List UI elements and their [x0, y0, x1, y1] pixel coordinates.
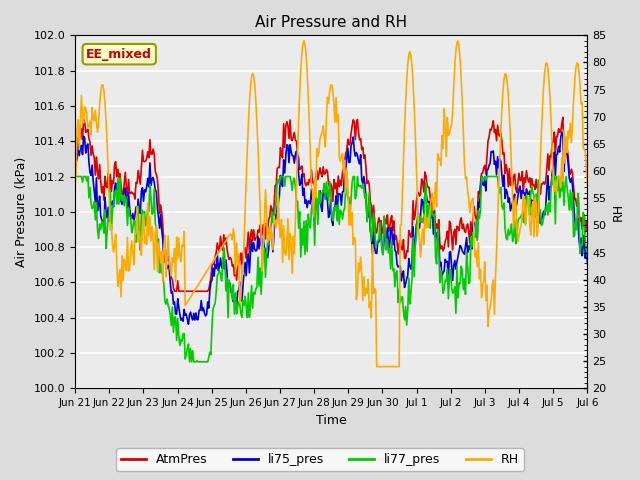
Line: li75_pres: li75_pres	[75, 132, 588, 324]
li77_pres	[71, 174, 79, 180]
RH	[300, 38, 308, 44]
AtmPres	[232, 264, 239, 269]
li75_pres	[289, 153, 296, 158]
AtmPres	[289, 138, 296, 144]
X-axis label: Time: Time	[316, 414, 347, 427]
li77_pres	[186, 359, 193, 365]
li77_pres	[383, 237, 391, 243]
Legend: AtmPres, li75_pres, li77_pres, RH: AtmPres, li75_pres, li77_pres, RH	[116, 448, 524, 471]
Line: li77_pres: li77_pres	[75, 177, 588, 362]
li75_pres	[558, 129, 566, 135]
li75_pres	[584, 261, 591, 267]
Line: RH: RH	[75, 41, 588, 367]
RH	[359, 298, 367, 303]
RH	[287, 241, 295, 247]
li75_pres	[538, 217, 545, 223]
li75_pres	[184, 321, 192, 327]
AtmPres	[538, 181, 545, 187]
AtmPres	[359, 144, 367, 150]
RH	[450, 83, 458, 89]
AtmPres	[559, 114, 566, 120]
AtmPres	[383, 212, 391, 218]
AtmPres	[71, 143, 79, 148]
li77_pres	[232, 290, 239, 296]
li77_pres	[538, 223, 545, 228]
Line: AtmPres: AtmPres	[75, 117, 588, 291]
RH	[584, 181, 591, 187]
RH	[373, 364, 381, 370]
li75_pres	[232, 294, 239, 300]
Y-axis label: Air Pressure (kPa): Air Pressure (kPa)	[15, 156, 28, 267]
RH	[385, 364, 392, 370]
li77_pres	[449, 290, 456, 296]
AtmPres	[584, 228, 591, 234]
Y-axis label: RH: RH	[612, 203, 625, 221]
li75_pres	[359, 180, 367, 186]
Title: Air Pressure and RH: Air Pressure and RH	[255, 15, 407, 30]
RH	[539, 103, 547, 109]
RH	[71, 189, 79, 194]
Text: EE_mixed: EE_mixed	[86, 48, 152, 60]
li77_pres	[289, 188, 296, 193]
AtmPres	[171, 288, 179, 294]
RH	[230, 236, 238, 241]
li75_pres	[449, 277, 456, 283]
li75_pres	[71, 150, 79, 156]
li77_pres	[584, 253, 591, 259]
li75_pres	[383, 225, 391, 231]
AtmPres	[449, 247, 456, 253]
li77_pres	[359, 181, 367, 187]
